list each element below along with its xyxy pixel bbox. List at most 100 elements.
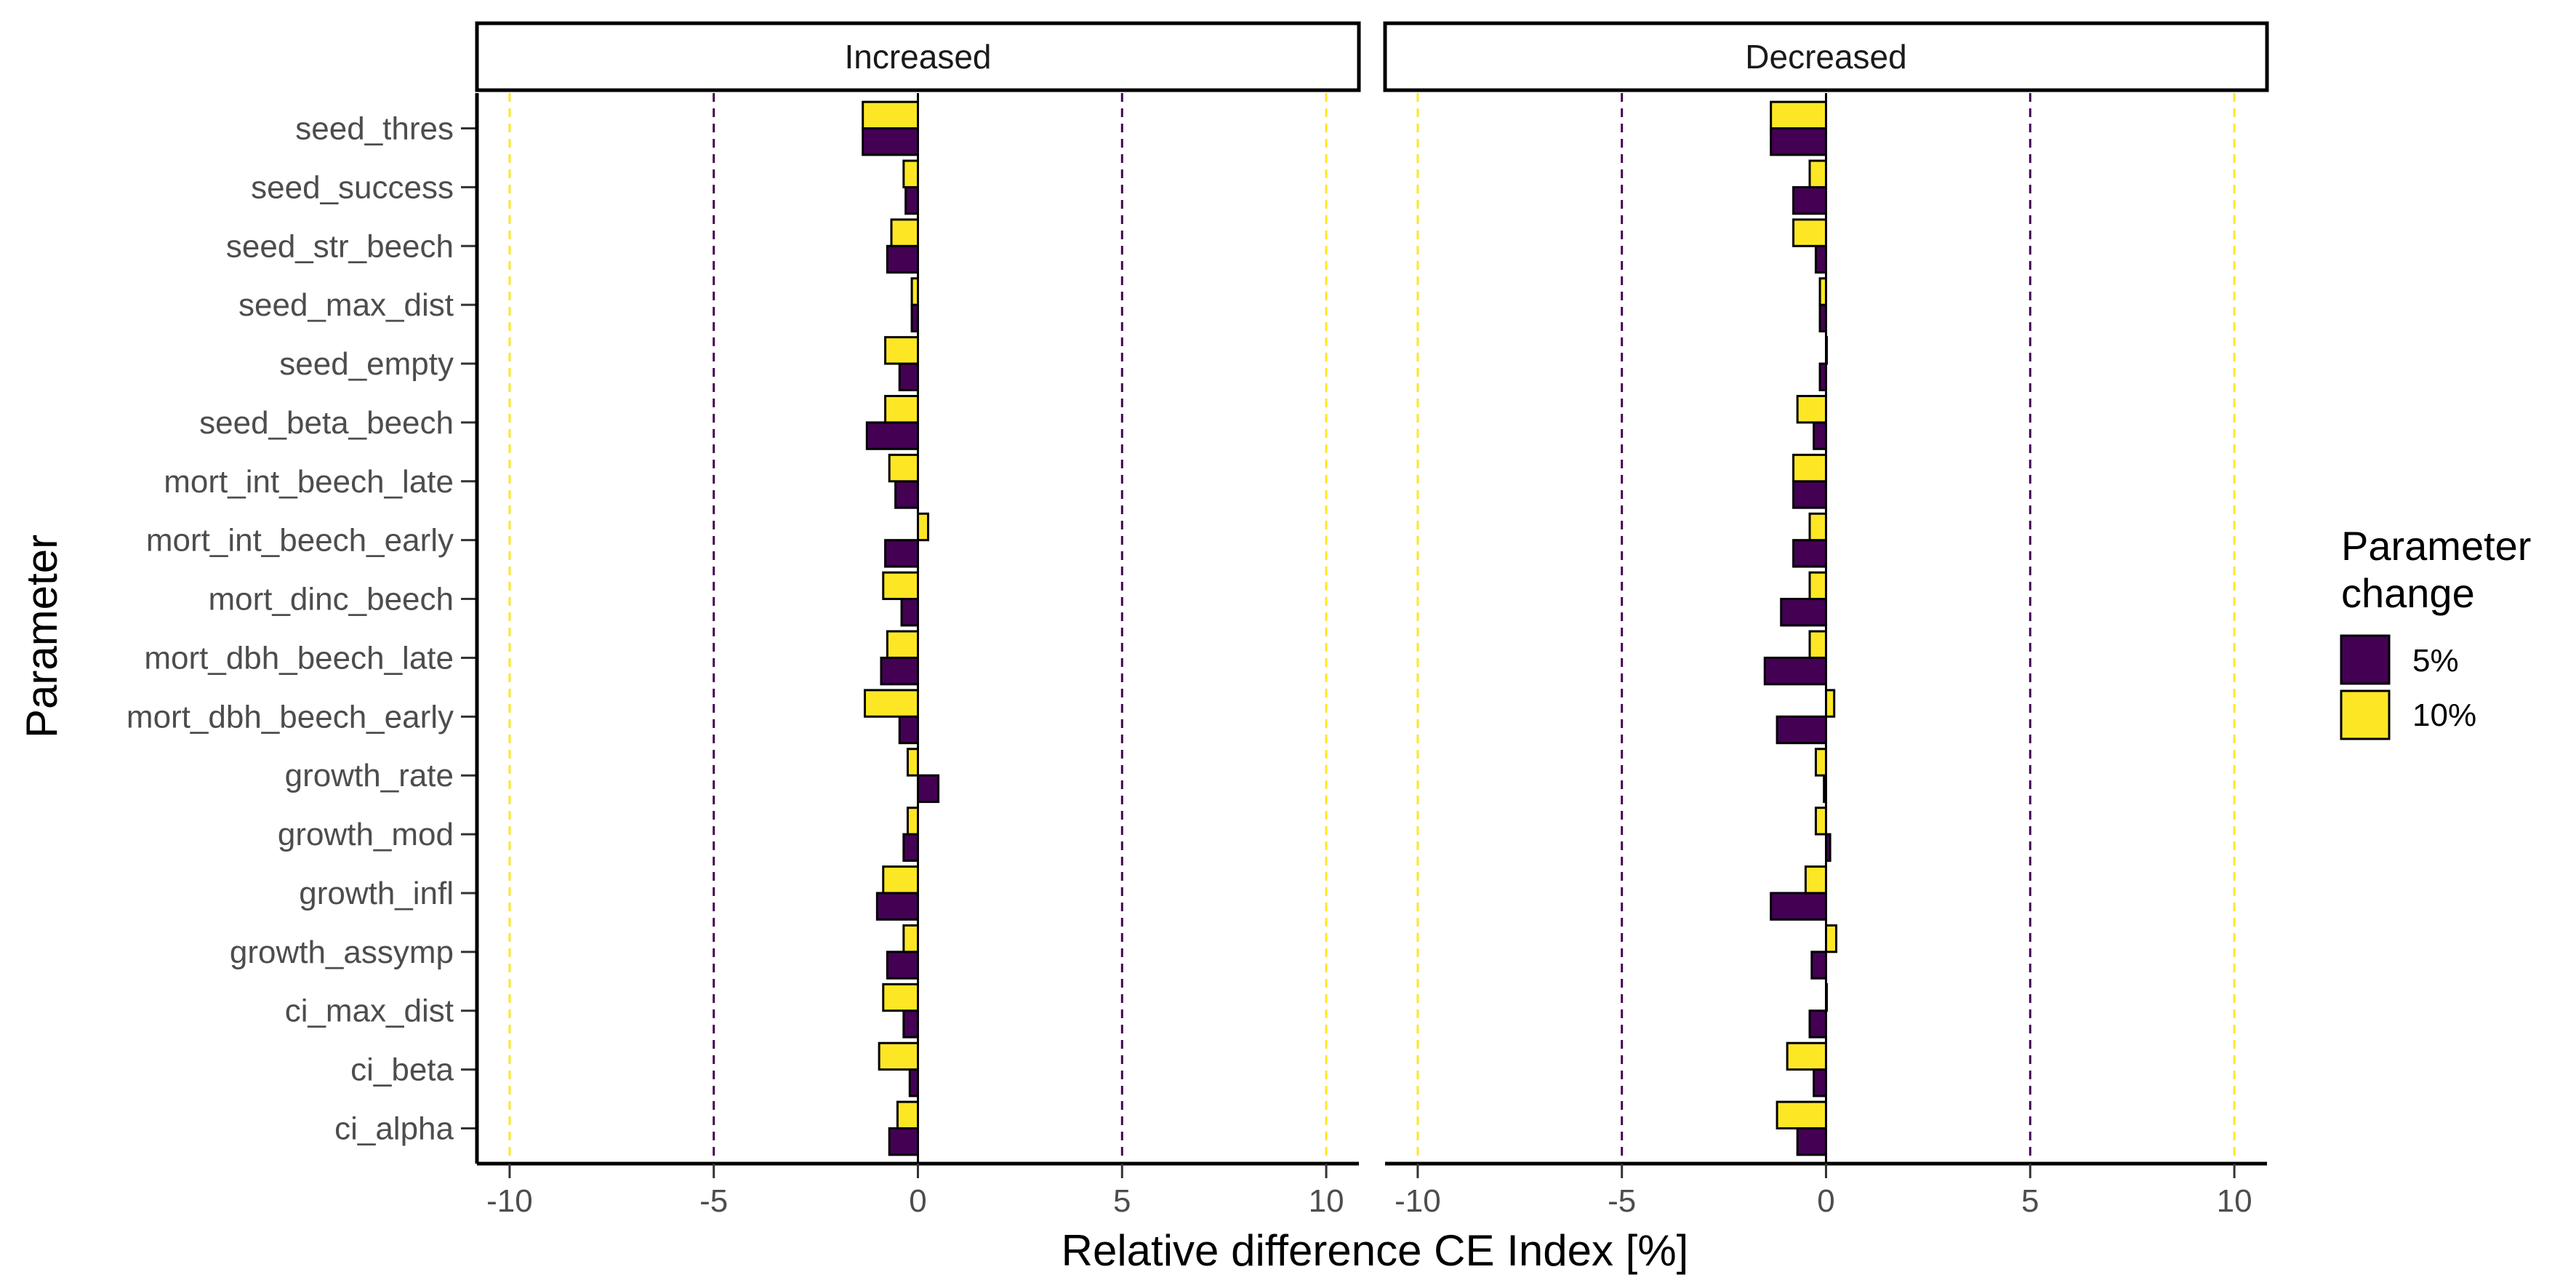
bar-5pct-mort_dbh_beech_early [1775,715,1827,745]
bar-5pct-seed_success [1792,185,1827,215]
y-tick-label: seed_thres [295,111,454,147]
panel-increased: Increased -10 -5 0 5 10 [475,21,1361,1219]
y-tick-label: growth_assymp [230,935,454,970]
facet-strip-label: Increased [844,38,991,76]
chart-panels: Increased -10 -5 0 5 10 Decreased -10 -5 0 5 10 [475,21,2269,1219]
y-tick-label: seed_str_beech [226,228,454,264]
bar-5pct-seed_empty [898,362,919,391]
y-tick-label: mort_int_beech_late [164,464,454,500]
panel-decreased: Decreased -10 -5 0 5 10 [1383,21,2269,1219]
bar-5pct-growth_rate [917,774,940,804]
bar-5pct-growth_mod [902,833,919,862]
bar-10pct-ci_max_dist [882,983,920,1012]
bar-5pct-ci_alpha [1796,1127,1827,1156]
x-axis-title: Relative difference CE Index [%] [1062,1226,1689,1275]
x-tick-label: -10 [486,1183,533,1219]
legend: Parameter change 5% 10% [2340,523,2531,740]
bar-5pct-growth_infl [875,892,920,921]
bar-5pct-mort_int_beech_late [894,480,919,509]
bar-5pct-ci_beta [908,1068,920,1097]
bar-5pct-mort_dinc_beech [1780,598,1827,627]
y-tick-label: ci_max_dist [285,993,454,1029]
x-tick-label: 5 [1113,1183,1131,1219]
bar-10pct-mort_dinc_beech [1808,571,1828,601]
bar-10pct-growth_assymp [1825,924,1838,953]
bar-5pct-seed_thres [862,127,919,156]
bar-5pct-ci_alpha [888,1127,920,1156]
y-tick-label: mort_dbh_beech_early [127,699,454,735]
bar-10pct-growth_assymp [902,924,919,953]
bar-10pct-ci_beta [878,1041,920,1071]
bar-10pct-growth_infl [882,865,920,895]
bar-5pct-seed_beta_beech [865,421,919,450]
bar-5pct-growth_assymp [1810,951,1828,980]
legend-label-10pct: 10% [2412,697,2476,733]
bar-5pct-growth_assymp [886,951,920,980]
bar-10pct-ci_beta [1786,1041,1827,1071]
bar-5pct-mort_int_beech_early [884,539,920,568]
bar-10pct-seed_thres [862,100,919,130]
y-axis-tick-labels: seed_thres seed_success seed_str_beechseed… [127,111,477,1146]
bar-10pct-mort_int_beech_late [888,453,920,483]
bar-10pct-seed_beta_beech [1796,395,1827,424]
bar-10pct-seed_beta_beech [884,395,920,424]
bar-10pct-mort_dbh_beech_late [1808,630,1828,659]
bar-10pct-growth_infl [1804,865,1828,895]
x-tick-label: 10 [2217,1183,2252,1219]
legend-label-5pct: 5% [2412,643,2459,679]
bar-10pct-seed_success [1808,159,1828,188]
bar-10pct-growth_mod [1814,807,1828,836]
bar-5pct-mort_int_beech_early [1792,539,1827,568]
y-tick-label: growth_rate [285,758,454,793]
x-tick-label: 5 [2021,1183,2039,1219]
y-tick-label: mort_dbh_beech_late [144,640,454,676]
bar-10pct-growth_mod [906,807,920,836]
bar-10pct-mort_int_beech_early [1808,512,1828,542]
legend-swatch-10pct [2340,689,2391,740]
bar-10pct-mort_int_beech_late [1792,453,1827,483]
x-tick-label: -10 [1395,1183,1441,1219]
bar-10pct-seed_empty [884,336,920,365]
bar-5pct-mort_dbh_beech_early [898,715,919,745]
bar-5pct-seed_success [904,185,920,215]
facet-strip [475,21,1361,92]
y-tick-label: seed_empty [279,346,454,382]
bar-10pct-mort_dbh_beech_late [886,630,920,659]
x-tick-label: 0 [909,1183,926,1219]
bar-5pct-mort_dbh_beech_late [1763,656,1828,686]
y-tick-label: ci_alpha [334,1111,454,1146]
bar-5pct-seed_beta_beech [1813,421,1828,450]
y-axis-title: Parameter [17,535,66,738]
y-tick-label: seed_beta_beech [199,405,454,441]
y-tick-label: growth_infl [299,876,454,911]
bar-10pct-seed_success [902,159,919,188]
legend-swatch-5pct [2340,634,2391,685]
bar-10pct-mort_dbh_beech_early [1825,689,1836,718]
y-tick-label: mort_int_beech_early [146,523,454,559]
facet-strip-label: Decreased [1745,38,1906,76]
x-tick-label: -5 [1608,1183,1636,1219]
y-tick-label: seed_success [251,169,454,205]
x-tick-label: 10 [1309,1183,1344,1219]
bar-10pct-seed_thres [1770,100,1827,130]
bar-10pct-mort_int_beech_early [917,512,930,542]
bar-10pct-ci_alpha [1775,1100,1827,1129]
bar-10pct-growth_rate [1814,748,1828,777]
bar-5pct-mort_int_beech_late [1792,480,1827,509]
bar-10pct-seed_str_beech [1792,218,1827,247]
legend-title-line-1: Parameter [2341,523,2531,569]
y-tick-label: mort_dinc_beech [208,582,454,617]
bar-10pct-mort_dinc_beech [882,571,920,601]
bar-10pct-growth_rate [906,748,920,777]
y-tick-label: growth_mod [278,817,454,852]
x-tick-label: -5 [699,1183,728,1219]
bar-10pct-ci_alpha [896,1100,919,1129]
bar-10pct-mort_dbh_beech_early [863,689,919,718]
x-tick-label: 0 [1817,1183,1834,1219]
y-tick-label: seed_max_dist [238,287,454,323]
bar-5pct-mort_dinc_beech [900,598,919,627]
bar-5pct-growth_infl [1770,892,1827,921]
bar-5pct-seed_str_beech [1814,244,1828,274]
bar-10pct-seed_str_beech [890,218,919,247]
